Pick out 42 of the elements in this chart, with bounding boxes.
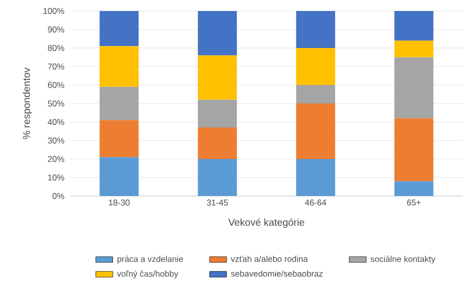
y-tick-label: 0% bbox=[52, 193, 64, 199]
y-tick-label: 10% bbox=[48, 174, 64, 180]
y-tick-label: 50% bbox=[48, 100, 64, 106]
legend-label: voľný čas/hobby bbox=[117, 270, 178, 278]
bar bbox=[296, 159, 336, 196]
y-tick-label: 30% bbox=[48, 138, 64, 144]
y-tick-label: 20% bbox=[48, 156, 64, 162]
x-tick-label: 18-30 bbox=[108, 200, 130, 206]
bar bbox=[394, 40, 434, 58]
bar bbox=[296, 48, 336, 85]
x-tick-label: 65+ bbox=[407, 200, 421, 206]
legend-label: vzťah a/alebo rodina bbox=[230, 256, 308, 262]
y-tick-label: 90% bbox=[48, 26, 64, 32]
bar bbox=[100, 46, 139, 87]
bar bbox=[394, 10, 434, 41]
legend-label: sebavedomie/sebaobraz bbox=[231, 270, 323, 277]
bar bbox=[100, 86, 139, 120]
bar bbox=[394, 118, 434, 182]
bar bbox=[198, 128, 237, 159]
bar bbox=[296, 10, 336, 48]
y-tick-label: 60% bbox=[48, 82, 64, 88]
y-tick-label: 70% bbox=[48, 64, 64, 70]
bar bbox=[394, 57, 434, 118]
bar bbox=[198, 100, 237, 128]
legend-label: práca a vzdelanie bbox=[118, 256, 183, 264]
bar bbox=[100, 10, 139, 46]
x-tick-label: 46-64 bbox=[304, 200, 326, 206]
x-tick-label: 31-45 bbox=[206, 200, 228, 206]
bar bbox=[296, 85, 336, 104]
bar bbox=[100, 120, 139, 158]
y-tick-label: 100% bbox=[43, 8, 64, 14]
legend-label: sociálne kontakty bbox=[370, 256, 436, 264]
y-tick-label: 40% bbox=[48, 119, 64, 125]
bar bbox=[198, 55, 237, 100]
bar bbox=[198, 159, 237, 196]
bar bbox=[394, 181, 434, 196]
bar bbox=[198, 10, 237, 56]
bar bbox=[296, 104, 336, 159]
y-tick-label: 80% bbox=[48, 45, 64, 51]
bar bbox=[100, 157, 139, 196]
y-axis-title: % respondentov bbox=[22, 68, 32, 140]
x-axis-title: Vekové kategórie bbox=[228, 218, 304, 228]
